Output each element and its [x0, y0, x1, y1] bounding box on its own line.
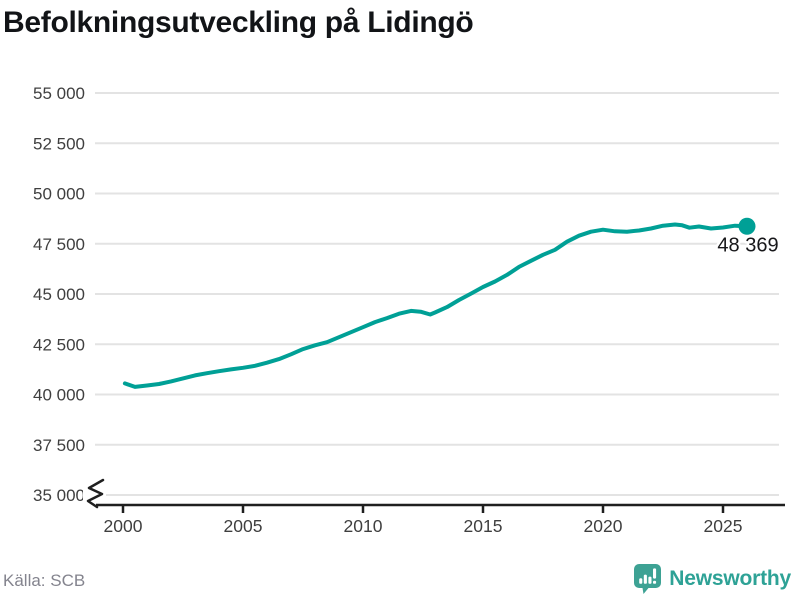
x-axis-tick-label: 2015	[464, 516, 503, 536]
y-axis-tick-label: 37 500	[33, 436, 85, 455]
y-axis-tick-label: 40 000	[33, 386, 85, 405]
x-axis-tick-label: 2010	[344, 516, 383, 536]
x-axis-tick-label: 2020	[584, 516, 623, 536]
y-axis-tick-label: 55 000	[33, 84, 85, 103]
end-value-label: 48 369	[717, 234, 778, 256]
source-note: Källa: SCB	[3, 571, 86, 590]
y-axis-tick-label: 42 500	[33, 335, 85, 354]
population-line	[122, 222, 749, 389]
y-axis-tick-label: 47 500	[33, 235, 85, 254]
newsworthy-logo: Newsworthy	[633, 563, 791, 595]
x-axis-tick-label: 2025	[704, 516, 743, 536]
chart-title: Befolkningsutveckling på Lidingö	[3, 6, 474, 39]
newsworthy-wordmark: Newsworthy	[669, 567, 791, 590]
y-axis-tick-label: 52 500	[33, 134, 85, 153]
y-axis-tick-label: 45 000	[33, 285, 85, 304]
y-axis-tick-label: 35 000	[33, 486, 85, 505]
x-axis-tick-label: 2005	[224, 516, 263, 536]
axis-break-zigzag	[86, 478, 105, 509]
y-axis-tick-label: 50 000	[33, 185, 85, 204]
newsworthy-pin-barchart-icon	[634, 564, 662, 594]
end-point-dot	[738, 217, 756, 235]
x-axis-tick-label: 2000	[104, 516, 143, 536]
